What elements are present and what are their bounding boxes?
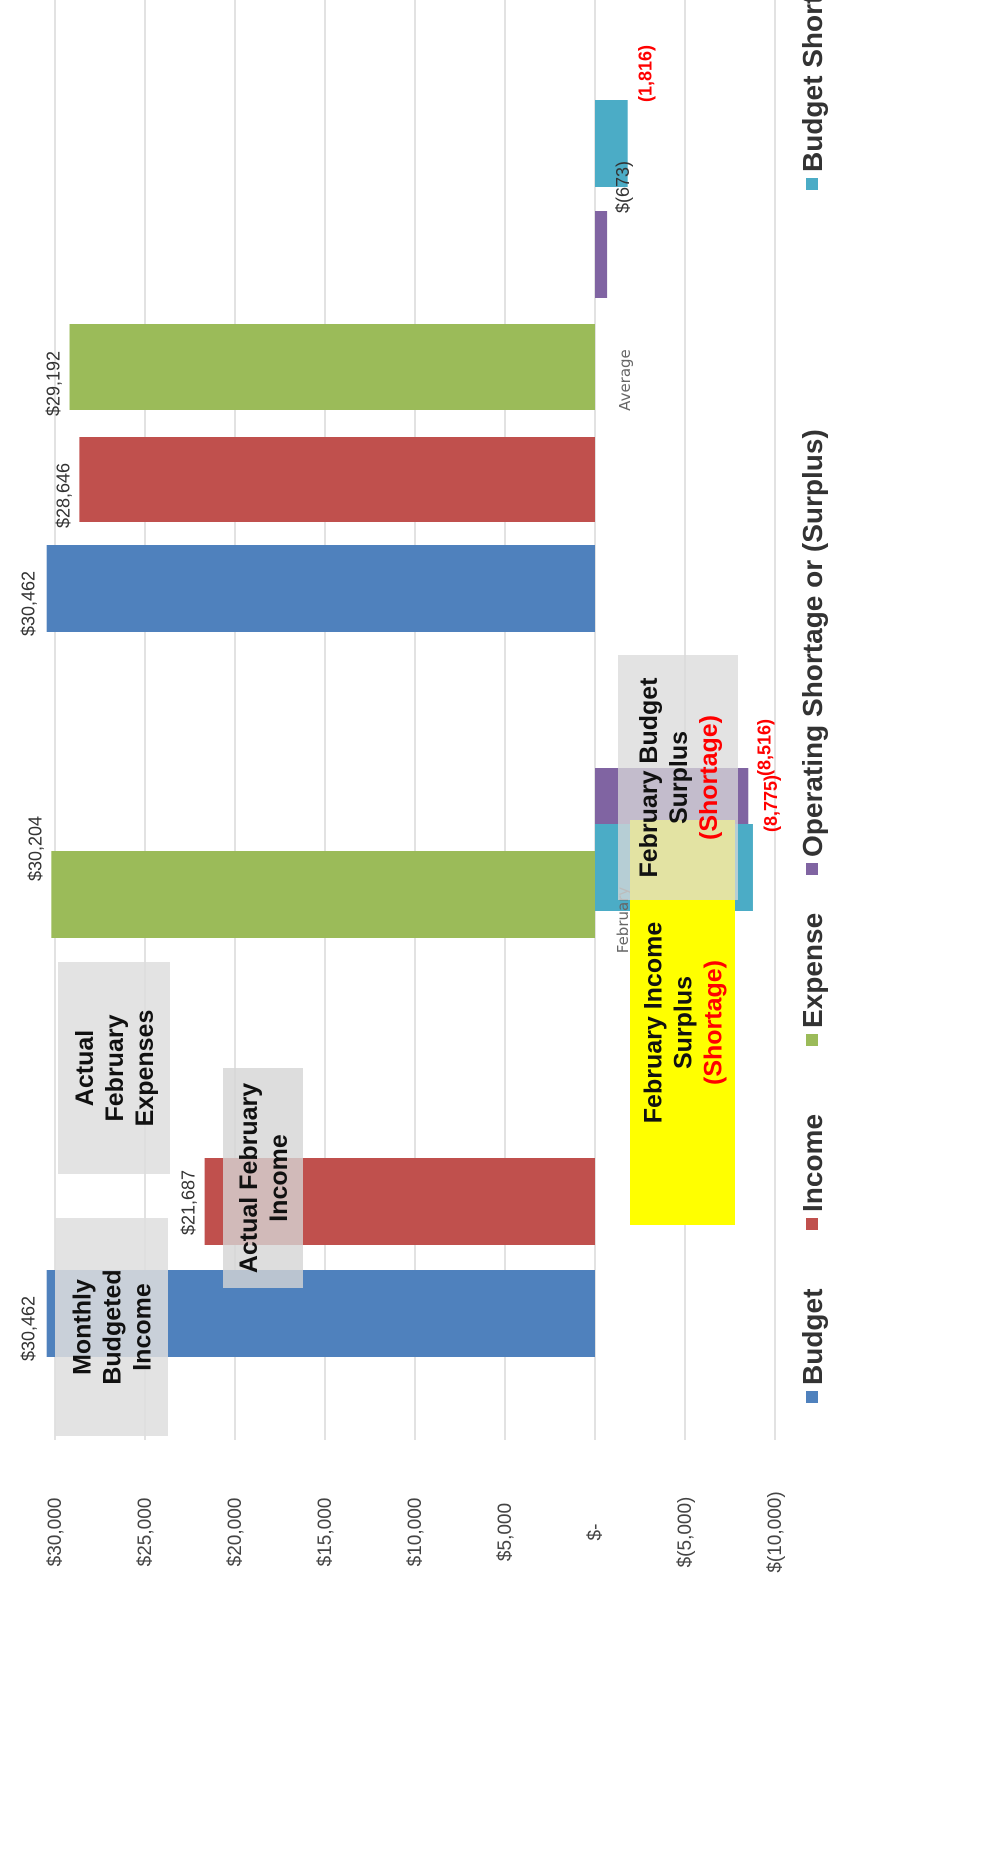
data-label-operating-shortage-or-surplus-february: (8,516) <box>754 719 774 776</box>
legend-label: Income <box>797 1114 828 1212</box>
legend-swatch <box>806 1034 818 1046</box>
category-label-february: February <box>614 887 632 954</box>
tick-label-15-000: $15,000 <box>315 1498 336 1567</box>
annotation-box <box>58 962 170 1174</box>
bar-expense-february <box>51 851 595 938</box>
legend-swatch <box>806 1218 818 1230</box>
data-label-budget-average: $30,462 <box>19 571 39 636</box>
legend-item-budget-shortage: Budget Shortage <box>797 0 828 190</box>
data-label-expense-february: $30,204 <box>25 816 45 881</box>
legend-label: Expense <box>797 913 828 1028</box>
annotation-actual-february-income: Actual February Income <box>223 1068 303 1288</box>
annotation-monthly-budgeted-income: Monthly Budgeted Income <box>55 1218 168 1436</box>
tick-label-5-000: $5,000 <box>495 1503 516 1561</box>
bar-operating-shortage-or-surplus-average <box>595 211 608 298</box>
annotation-line: Monthly <box>69 1279 97 1375</box>
legend-item-budget: Budget <box>797 1289 828 1403</box>
annotation-february-budget-surplus: February Budget Surplus (Shortage) <box>618 655 738 900</box>
tick-label-25-000: $25,000 <box>135 1498 156 1567</box>
annotation-line: (Shortage) <box>700 960 728 1085</box>
tick-label-10-000: $10,000 <box>405 1498 426 1567</box>
tick-label-5-000: $(5,000) <box>675 1497 696 1568</box>
annotation-line: Surplus <box>665 731 693 824</box>
bar-budget-shortage-average <box>595 100 628 187</box>
data-label-budget-shortage-february: (8,775) <box>761 775 781 832</box>
tick-label-10-000: $(10,000) <box>765 1491 786 1572</box>
legend-item-operating-shortage-or-surplus: Operating Shortage or (Surplus) <box>797 429 828 875</box>
legend: Budget Income Expense Operating Shortage or… <box>797 0 828 1403</box>
legend-swatch <box>806 863 818 875</box>
annotation-line: February <box>101 1014 129 1121</box>
annotation-line: Budgeted <box>99 1269 127 1384</box>
legend-swatch <box>806 1391 818 1403</box>
legend-item-expense: Expense <box>797 913 828 1046</box>
data-label-income-average: $28,646 <box>53 463 73 528</box>
data-label-budget-february: $30,462 <box>19 1296 39 1361</box>
annotation-line: (Shortage) <box>695 715 723 840</box>
annotation-line: February Budget <box>635 677 663 878</box>
tick-label-20-000: $20,000 <box>225 1498 246 1567</box>
data-label-income-february: $21,687 <box>179 1170 199 1235</box>
legend-label: Budget <box>797 1289 828 1385</box>
data-label-expense-average: $29,192 <box>44 351 64 416</box>
annotation-line: Actual <box>71 1030 99 1106</box>
tick-label-30-000: $30,000 <box>45 1498 66 1567</box>
bar-budget-average <box>46 545 595 632</box>
bar-expense-average <box>69 324 595 410</box>
annotation-box <box>55 1218 168 1436</box>
data-labels: $30,462 $21,687 $30,204 (8,516)(8,775) $30,4… <box>19 45 781 1361</box>
legend-item-income: Income <box>797 1114 828 1230</box>
annotation-actual-february-expenses: Actual February Expenses <box>58 962 170 1174</box>
annotation-line: Surplus <box>670 976 698 1069</box>
legend-label: Operating Shortage or (Surplus) <box>797 429 828 857</box>
y-axis-ticks: $30,000 $25,000 $20,000 $15,000 $10,000 $5,00… <box>45 1491 786 1572</box>
legend-swatch <box>806 178 818 190</box>
annotation-line: Expenses <box>131 1010 159 1127</box>
data-label-operating-shortage-or-surplus-average: $(673) <box>613 161 633 213</box>
annotation-box <box>223 1068 303 1288</box>
tick-label-: $- <box>585 1524 606 1541</box>
bar-income-average <box>79 437 595 522</box>
category-labels: February Average <box>614 349 634 953</box>
annotation-line: Actual February <box>235 1083 263 1273</box>
annotation-line: February Income <box>640 922 668 1124</box>
annotation-box <box>618 655 738 900</box>
annotation-line: Income <box>129 1283 157 1371</box>
legend-label: Budget Shortage <box>797 0 828 172</box>
category-label-average: Average <box>616 349 634 411</box>
data-label-budget-shortage-average: (1,816) <box>636 45 656 102</box>
annotation-line: Income <box>265 1134 293 1222</box>
